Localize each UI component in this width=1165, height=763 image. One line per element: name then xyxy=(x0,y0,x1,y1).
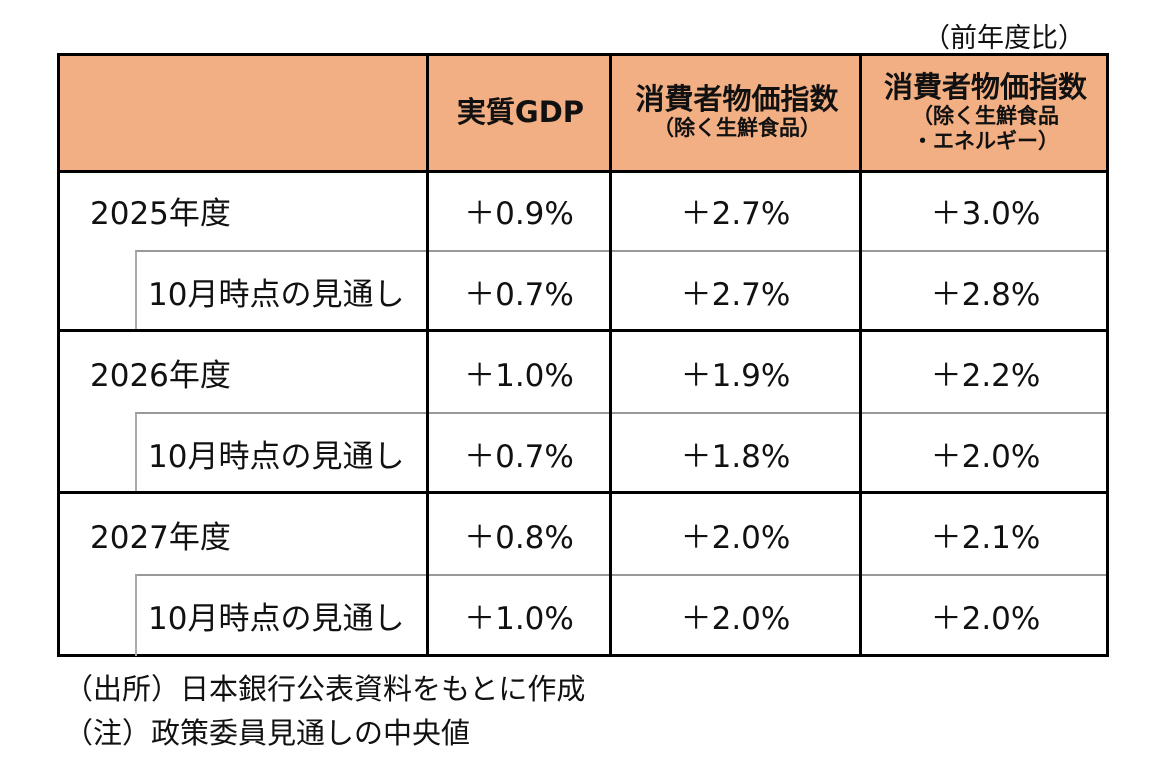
value-cell: ＋2.2% xyxy=(930,358,1041,394)
sub-row-indent xyxy=(135,575,137,656)
sub-value-cell: ＋1.0% xyxy=(464,601,574,637)
sub-row-indent xyxy=(135,251,137,332)
header-cpi-core-core: 消費者物価指数 （除く生鮮食品 ・エネルギー） xyxy=(862,56,1109,170)
footnote: （注）政策委員見通しの中央値 xyxy=(64,716,471,750)
sub-value-cell: ＋2.8% xyxy=(930,277,1041,313)
value-cell: ＋3.0% xyxy=(930,196,1041,232)
year-label: 2027年度 xyxy=(90,520,231,556)
source-note: （出所）日本銀行公表資料をもとに作成 xyxy=(64,672,586,706)
header-cpi-cc-title: 消費者物価指数 xyxy=(883,69,1087,104)
col-divider xyxy=(859,56,862,654)
header-cpi-core-title: 消費者物価指数 xyxy=(635,82,839,117)
col-divider xyxy=(609,56,612,654)
unit-note: （前年度比） xyxy=(923,23,1085,54)
value-cell: ＋0.9% xyxy=(464,196,574,232)
sub-row-divider xyxy=(135,574,1106,576)
sub-value-cell: ＋1.8% xyxy=(680,439,791,475)
value-cell: ＋1.9% xyxy=(680,358,791,394)
sub-row-label: 10月時点の見通し xyxy=(148,601,405,637)
group-divider xyxy=(60,491,1106,494)
sub-row-divider xyxy=(135,412,1106,414)
col-divider xyxy=(426,56,429,654)
sub-value-cell: ＋2.0% xyxy=(930,601,1041,637)
sub-value-cell: ＋2.0% xyxy=(930,439,1041,475)
sub-value-cell: ＋0.7% xyxy=(464,439,574,475)
value-cell: ＋0.8% xyxy=(464,520,574,556)
table-header: 実質GDP 消費者物価指数 （除く生鮮食品） 消費者物価指数 （除く生鮮食品 ・… xyxy=(60,56,1106,173)
sub-value-cell: ＋2.0% xyxy=(680,601,791,637)
value-cell: ＋2.1% xyxy=(930,520,1041,556)
group-divider xyxy=(60,329,1106,332)
header-real-gdp: 実質GDP xyxy=(456,95,585,130)
header-cpi-cc-sub2: ・エネルギー） xyxy=(912,128,1059,153)
year-label: 2026年度 xyxy=(90,358,231,394)
header-cpi-cc-sub1: （除く生鮮食品 xyxy=(912,103,1059,128)
sub-row-label: 10月時点の見通し xyxy=(148,277,405,313)
sub-row-label: 10月時点の見通し xyxy=(148,439,405,475)
sub-value-cell: ＋2.7% xyxy=(680,277,791,313)
sub-value-cell: ＋0.7% xyxy=(464,277,574,313)
value-cell: ＋2.7% xyxy=(680,196,791,232)
header-cpi-core: 消費者物価指数 （除く生鮮食品） xyxy=(612,56,862,170)
value-cell: ＋1.0% xyxy=(464,358,574,394)
sub-row-indent xyxy=(135,413,137,494)
value-cell: ＋2.0% xyxy=(680,520,791,556)
forecast-table: 実質GDP 消費者物価指数 （除く生鮮食品） 消費者物価指数 （除く生鮮食品 ・… xyxy=(57,53,1109,657)
header-cpi-core-sub: （除く生鮮食品） xyxy=(653,116,821,141)
sub-row-divider xyxy=(135,250,1106,252)
year-label: 2025年度 xyxy=(90,196,231,232)
